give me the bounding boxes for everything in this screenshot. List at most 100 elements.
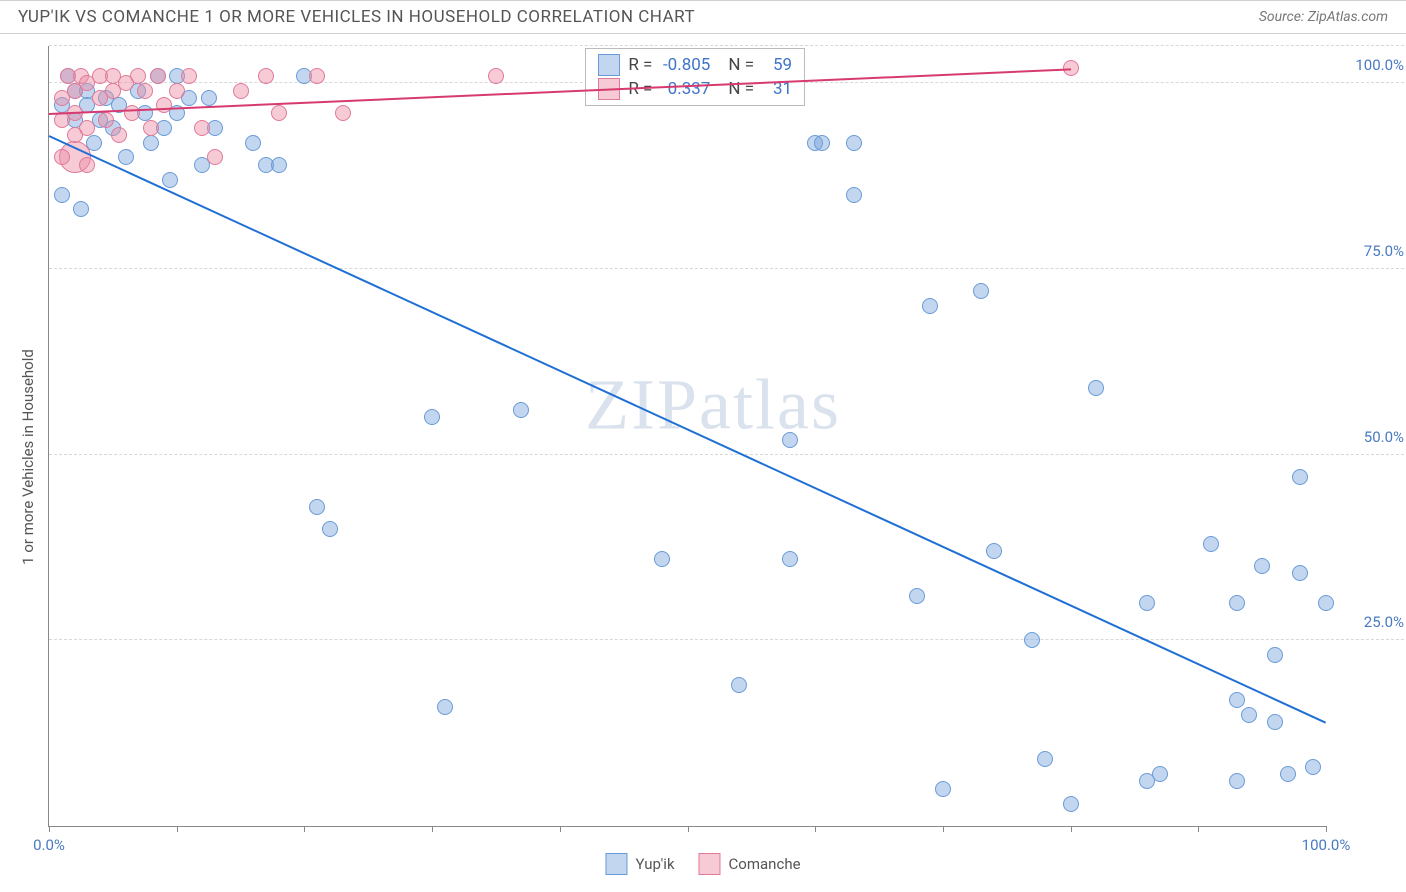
data-point: [258, 68, 274, 84]
data-point: [782, 551, 798, 567]
data-point: [271, 157, 287, 173]
data-point: [731, 677, 747, 693]
data-point: [1305, 759, 1321, 775]
x-tick: [1326, 826, 1327, 832]
data-point: [73, 201, 89, 217]
data-point: [54, 187, 70, 203]
x-tick: [1071, 826, 1072, 832]
data-point: [1024, 632, 1040, 648]
trend-line: [49, 135, 1327, 724]
data-point: [162, 172, 178, 188]
legend-item: Comanche: [699, 853, 801, 875]
data-point: [488, 68, 504, 84]
data-point: [1267, 647, 1283, 663]
chart-title: YUP'IK VS COMANCHE 1 OR MORE VEHICLES IN…: [18, 7, 695, 27]
data-point: [322, 521, 338, 537]
n-value: 59: [762, 55, 792, 75]
x-tick: [304, 826, 305, 832]
data-point: [1229, 595, 1245, 611]
data-point: [1254, 558, 1270, 574]
data-point: [1241, 707, 1257, 723]
gridline: [49, 268, 1404, 269]
plot-region: ZIPatlas 25.0%50.0%75.0%100.0%0.0%100.0%…: [48, 46, 1326, 827]
x-tick-label: 100.0%: [1302, 836, 1351, 854]
data-point: [271, 105, 287, 121]
n-label: N =: [728, 55, 754, 75]
x-tick: [815, 826, 816, 832]
data-point: [143, 135, 159, 151]
x-tick: [177, 826, 178, 832]
data-point: [335, 105, 351, 121]
data-point: [181, 68, 197, 84]
data-point: [1292, 565, 1308, 581]
data-point: [513, 402, 529, 418]
data-point: [137, 83, 153, 99]
data-point: [156, 97, 172, 113]
x-tick: [432, 826, 433, 832]
data-point: [1063, 796, 1079, 812]
data-point: [201, 90, 217, 106]
data-point: [922, 298, 938, 314]
x-tick: [943, 826, 944, 832]
data-point: [79, 157, 95, 173]
data-point: [1292, 469, 1308, 485]
chart-header: YUP'IK VS COMANCHE 1 OR MORE VEHICLES IN…: [0, 0, 1406, 34]
data-point: [1229, 692, 1245, 708]
data-point: [909, 588, 925, 604]
data-point: [54, 149, 70, 165]
data-point: [782, 432, 798, 448]
y-tick-label: 50.0%: [1332, 428, 1404, 446]
data-point: [846, 135, 862, 151]
r-label: R =: [628, 55, 652, 75]
data-point: [1280, 766, 1296, 782]
data-point: [1229, 773, 1245, 789]
r-value: 0.337: [660, 79, 710, 99]
data-point: [111, 127, 127, 143]
x-tick: [560, 826, 561, 832]
gridline: [49, 454, 1404, 455]
data-point: [143, 120, 159, 136]
y-axis-label: 1 or more Vehicles in Household: [19, 349, 37, 565]
data-point: [118, 149, 134, 165]
data-point: [973, 283, 989, 299]
data-point: [150, 68, 166, 84]
y-tick-label: 25.0%: [1332, 613, 1404, 631]
y-tick-label: 100.0%: [1332, 56, 1404, 74]
data-point: [1139, 595, 1155, 611]
data-point: [245, 135, 261, 151]
data-point: [98, 112, 114, 128]
data-point: [846, 187, 862, 203]
legend-label: Comanche: [729, 855, 801, 873]
y-tick-label: 75.0%: [1332, 242, 1404, 260]
x-tick: [49, 826, 50, 832]
watermark: ZIPatlas: [585, 363, 841, 446]
data-point: [207, 149, 223, 165]
legend-label: Yup'ik: [635, 855, 674, 873]
legend-swatch: [598, 54, 620, 76]
data-point: [309, 499, 325, 515]
data-point: [169, 83, 185, 99]
chart-area: 1 or more Vehicles in Household ZIPatlas…: [0, 34, 1406, 879]
data-point: [124, 105, 140, 121]
x-tick: [1198, 826, 1199, 832]
stats-row: R = -0.805 N = 59: [586, 53, 804, 77]
data-point: [1203, 536, 1219, 552]
data-point: [1318, 595, 1334, 611]
data-point: [79, 120, 95, 136]
data-point: [814, 135, 830, 151]
legend: Yup'ik Comanche: [605, 853, 800, 875]
data-point: [1267, 714, 1283, 730]
data-point: [986, 543, 1002, 559]
legend-swatch: [699, 853, 721, 875]
data-point: [424, 409, 440, 425]
legend-item: Yup'ik: [605, 853, 674, 875]
data-point: [1088, 380, 1104, 396]
data-point: [437, 699, 453, 715]
chart-source: Source: ZipAtlas.com: [1259, 9, 1388, 25]
data-point: [1037, 751, 1053, 767]
data-point: [309, 68, 325, 84]
r-value: -0.805: [660, 55, 710, 75]
data-point: [233, 83, 249, 99]
x-tick-label: 0.0%: [33, 836, 65, 854]
stats-box: R =-0.805N =59R =0.337N =31: [585, 48, 805, 106]
